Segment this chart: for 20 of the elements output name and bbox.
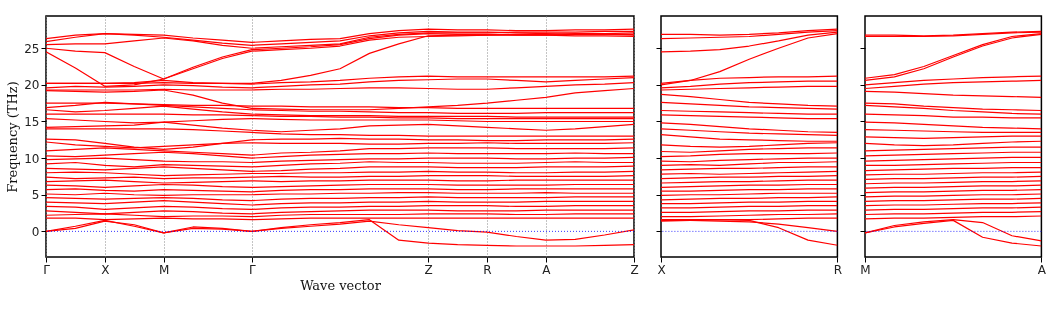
y-tick-label: 25 xyxy=(24,41,40,56)
x-tick-label: M xyxy=(158,262,170,277)
y-tick-label: 15 xyxy=(24,114,40,129)
y-tick-label: 20 xyxy=(24,78,40,93)
y-tick-label: 5 xyxy=(31,188,40,203)
x-tick-label: Z xyxy=(424,262,433,277)
x-tick-label: Z xyxy=(630,262,639,277)
y-tick-label: 10 xyxy=(24,151,40,166)
x-tick-label: X xyxy=(657,262,666,277)
x-tick-label: Γ xyxy=(43,262,51,277)
x-tick-label: Γ xyxy=(248,262,256,277)
x-tick-label: R xyxy=(833,262,843,277)
y-tick-label: 0 xyxy=(31,224,40,239)
x-tick-label: M xyxy=(860,262,871,277)
x-tick-label: X xyxy=(101,262,110,277)
y-axis-title: Frequency (THz) xyxy=(5,81,21,193)
x-tick-label: A xyxy=(1037,262,1047,277)
x-tick-label: R xyxy=(483,262,492,277)
x-tick-label: A xyxy=(542,262,552,277)
x-axis-title: Wave vector xyxy=(300,277,382,293)
